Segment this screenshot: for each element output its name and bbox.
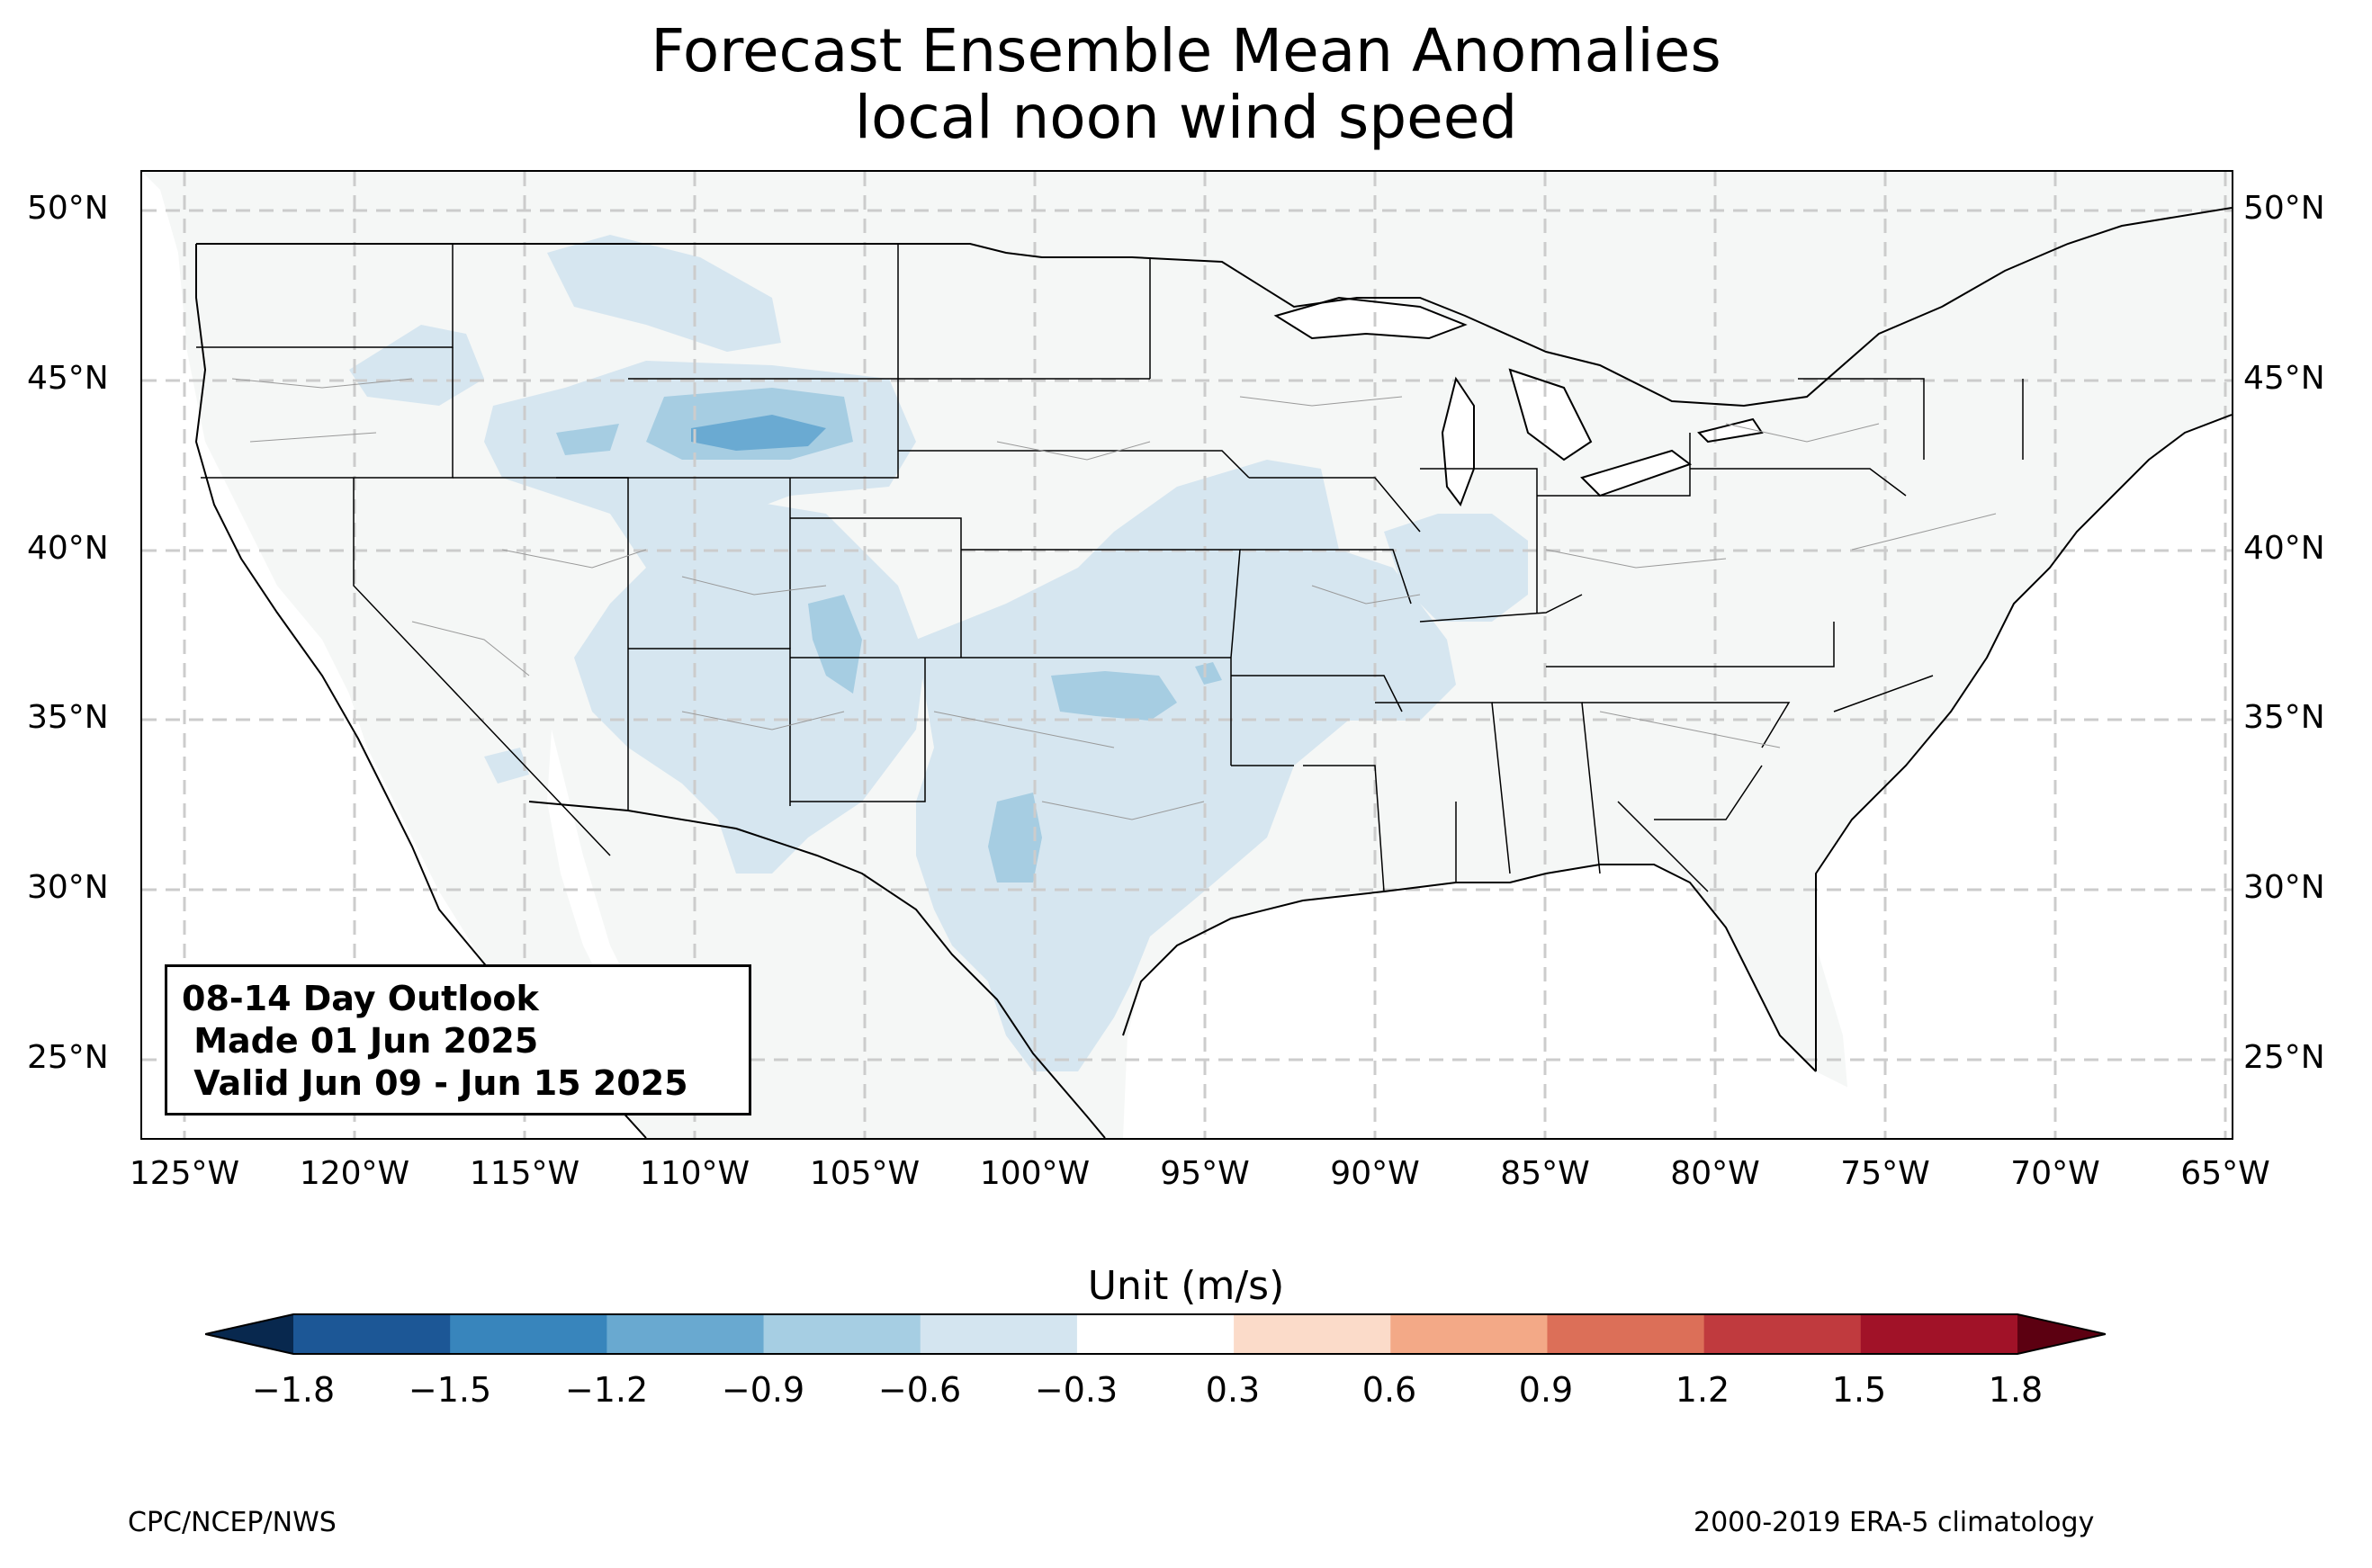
colorbar-tick: −1.8	[251, 1370, 336, 1410]
anomaly-region-idaho	[556, 424, 619, 455]
colorbar-tick: 0.6	[1361, 1370, 1417, 1410]
lon-label: 80°W	[1670, 1155, 1760, 1192]
lon-label: 75°W	[1840, 1155, 1930, 1192]
lon-label: 110°W	[639, 1155, 750, 1192]
colorbar-tick: 0.9	[1518, 1370, 1574, 1410]
lon-label: 70°W	[2010, 1155, 2100, 1192]
colorbar-tick: −1.2	[564, 1370, 649, 1410]
colorbar-tick: −1.5	[408, 1370, 492, 1410]
colorbar-segment	[1076, 1314, 1235, 1354]
lon-label: 120°W	[299, 1155, 410, 1192]
lon-label: 85°W	[1500, 1155, 1590, 1192]
lon-label: 125°W	[129, 1155, 240, 1192]
colorbar-segment	[1390, 1314, 1548, 1354]
colorbar-segment	[1234, 1314, 1391, 1354]
state-borders	[196, 244, 2024, 892]
colorbar-tick: −0.6	[877, 1370, 962, 1410]
colorbar-extend-high	[2017, 1314, 2106, 1354]
lon-label: 105°W	[809, 1155, 921, 1192]
colorbar-segment	[763, 1314, 921, 1354]
outlook-made-date: Made 01 Jun 2025	[182, 1021, 539, 1061]
gulf-of-mexico	[1123, 865, 1906, 1138]
lon-label: 115°W	[469, 1155, 580, 1192]
map-subtitle: local noon wind speed	[854, 83, 1518, 152]
pacific-ocean	[142, 172, 646, 1138]
anomaly-region-southern-plains	[916, 460, 1456, 1071]
lon-label: 65°W	[2180, 1155, 2270, 1192]
outlook-period: 08-14 Day Outlook	[182, 979, 539, 1018]
anomaly-region-colorado-newmexico	[574, 496, 925, 874]
lake-huron	[1510, 370, 1591, 460]
lat-label-right: 35°N	[2243, 699, 2325, 736]
colorbar-tick: 1.2	[1675, 1370, 1730, 1410]
lat-label-left: 25°N	[27, 1039, 109, 1076]
anomaly-region-wyoming-peak	[691, 415, 826, 451]
colorbar-tick: 1.5	[1831, 1370, 1887, 1410]
colorbar-tick: 0.3	[1205, 1370, 1261, 1410]
anomaly-region-oklahoma-east	[1195, 662, 1222, 685]
canada-border	[196, 207, 2232, 408]
lat-label-left: 45°N	[27, 360, 109, 397]
lake-superior-shore	[1273, 296, 1468, 340]
colorbar-tick: −0.9	[721, 1370, 805, 1410]
anomaly-region-colorado-core	[808, 595, 862, 694]
footer-source: CPC/NCEP/NWS	[128, 1507, 337, 1538]
lake-michigan	[1442, 379, 1474, 505]
county-lines	[231, 378, 1997, 820]
outlook-info-box: 08-14 Day Outlook Made 01 Jun 2025 Valid…	[165, 964, 751, 1116]
lat-label-right: 45°N	[2243, 360, 2325, 397]
colorbar-segment	[1703, 1314, 1862, 1354]
anomaly-region-texas-west	[988, 793, 1042, 883]
colorbar-extend-low	[205, 1314, 293, 1354]
lat-label-right: 40°N	[2243, 530, 2325, 567]
lon-label: 90°W	[1330, 1155, 1420, 1192]
colorbar-segment	[1860, 1314, 2018, 1354]
lon-label: 100°W	[979, 1155, 1091, 1192]
lon-label: 95°W	[1160, 1155, 1250, 1192]
colorbar-segment	[293, 1314, 451, 1354]
gulf-coast	[1122, 864, 1817, 1072]
colorbar	[204, 1312, 2107, 1357]
east-coast	[1815, 414, 2232, 1071]
anomaly-region-arizona	[484, 748, 529, 784]
lake-ontario-shore	[1697, 417, 1764, 444]
anomaly-region-northern-rockies	[349, 325, 484, 406]
anomaly-region-montana	[547, 235, 781, 352]
lat-label-left: 50°N	[27, 190, 109, 227]
outlook-valid-range: Valid Jun 09 - Jun 15 2025	[182, 1063, 688, 1103]
lat-label-left: 35°N	[27, 699, 109, 736]
map-title: Forecast Ensemble Mean Anomalies	[651, 16, 1721, 85]
colorbar-segment	[606, 1314, 765, 1354]
colorbar-label: Unit (m/s)	[1087, 1263, 1285, 1309]
lake-superior	[1276, 298, 1465, 338]
anomaly-shading	[349, 235, 1528, 1071]
colorbar-tick: −0.3	[1034, 1370, 1119, 1410]
lake-erie	[1582, 451, 1690, 496]
lat-label-left: 40°N	[27, 530, 109, 567]
colorbar-tick: 1.8	[1988, 1370, 2044, 1410]
colorbar-segment	[920, 1314, 1078, 1354]
mexico-border	[528, 801, 1106, 1138]
colorbar-segment	[1547, 1314, 1705, 1354]
footer-climatology: 2000-2019 ERA-5 climatology	[1694, 1507, 2095, 1538]
lat-label-right: 30°N	[2243, 869, 2325, 906]
lake-huron-shore	[1508, 368, 1593, 461]
water-areas	[142, 172, 2232, 1138]
atlantic-ocean	[1816, 415, 2232, 1138]
lat-label-right: 50°N	[2243, 190, 2325, 227]
colorbar-segment	[450, 1314, 607, 1354]
lake-michigan-shore	[1441, 376, 1475, 507]
anomaly-region-oklahoma	[1051, 671, 1177, 721]
lat-label-right: 25°N	[2243, 1039, 2325, 1076]
lat-label-left: 30°N	[27, 869, 109, 906]
